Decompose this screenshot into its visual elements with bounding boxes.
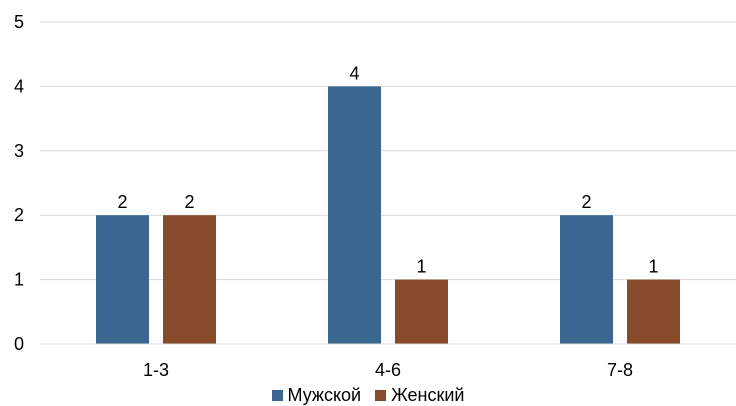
y-tick-label: 2 [14, 205, 24, 225]
data-label: 1 [648, 257, 658, 277]
bar-series-0-1-3 [96, 215, 149, 344]
bars [96, 86, 680, 345]
data-label: 4 [349, 63, 359, 83]
x-tick-label: 4-6 [375, 360, 401, 380]
legend-item-series-0: Мужской [271, 384, 362, 406]
y-tick-label: 0 [14, 334, 24, 354]
data-label: 1 [416, 257, 426, 277]
bar-series-1-7-8 [627, 279, 680, 344]
gridlines [40, 21, 736, 281]
y-axis-labels: 0 1 2 3 4 5 [14, 12, 24, 354]
bar-series-1-4-6 [395, 279, 448, 344]
legend-item-series-1: Женский [375, 385, 464, 406]
y-tick-label: 3 [14, 141, 24, 161]
x-tick-label: 1-3 [143, 360, 169, 380]
y-tick-label: 5 [14, 12, 24, 32]
data-label: 2 [117, 192, 127, 212]
x-tick-label: 7-8 [607, 360, 633, 380]
legend-swatch-series-0 [271, 389, 283, 401]
legend-label-series-1: Женский [391, 384, 465, 405]
legend-swatch-series-1 [375, 389, 387, 401]
y-tick-label: 1 [14, 270, 24, 290]
y-tick-label: 4 [14, 76, 24, 96]
bar-series-0-4-6 [328, 86, 381, 345]
bar-series-0-7-8 [560, 215, 613, 344]
legend-label-series-0: Мужской [287, 384, 362, 405]
data-label: 2 [581, 192, 591, 212]
x-axis-labels: 1-3 4-6 7-8 [143, 360, 633, 380]
legend: Мужской Женский [0, 384, 736, 406]
data-labels: 2 2 4 1 2 1 [117, 63, 658, 276]
bar-series-1-1-3 [163, 215, 216, 344]
data-label: 2 [184, 192, 194, 212]
